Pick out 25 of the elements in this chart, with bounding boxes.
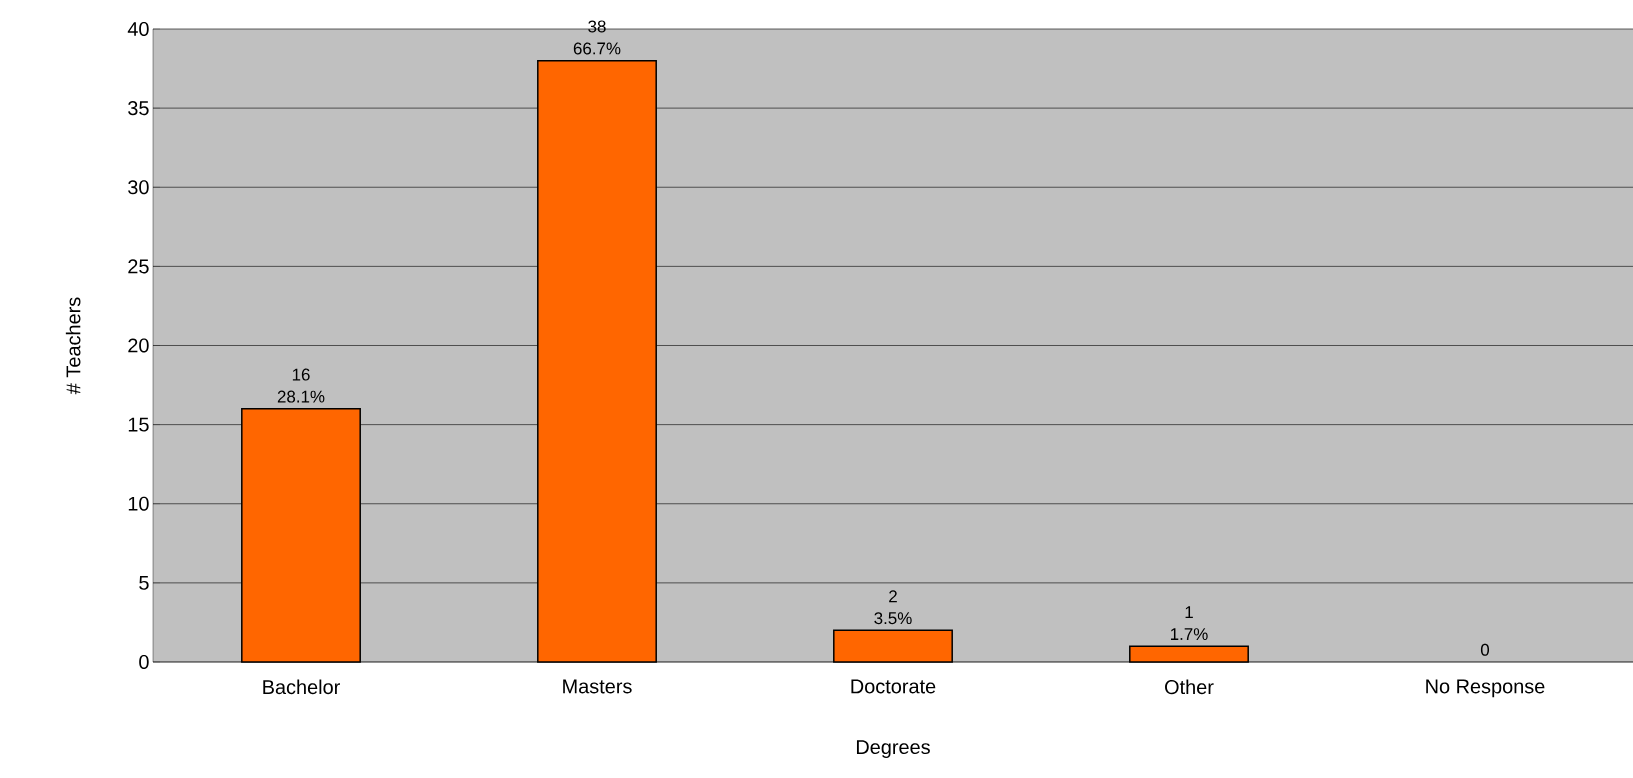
annotation: 28.1%: [277, 390, 325, 403]
data-label: 1: [1185, 606, 1193, 618]
x-tick-label: Other: [1165, 679, 1214, 695]
y-axis-title: # Teachers: [65, 297, 81, 395]
annotation: 1.7%: [1170, 628, 1208, 640]
y-tick-label: 10: [128, 496, 149, 511]
y-tick-label: 30: [128, 180, 149, 195]
y-tick-label: 5: [139, 575, 149, 590]
data-label: 0: [1480, 643, 1490, 656]
x-tick-label: Masters: [563, 679, 632, 694]
y-tick-label: 35: [128, 101, 149, 116]
y-tick-label: 15: [128, 417, 149, 432]
data-label: 38: [588, 20, 606, 33]
y-tick-label: 25: [128, 259, 149, 274]
x-tick-label: Doctorate: [851, 679, 936, 694]
data-label: 16: [292, 368, 310, 381]
x-axis-title: Degrees: [856, 740, 930, 759]
annotation: 3.5%: [874, 612, 912, 625]
y-tick-label: 0: [139, 654, 149, 670]
annotation: 66.7%: [573, 42, 621, 55]
y-tick-label: 20: [128, 338, 149, 353]
x-tick-label: Bachelor: [263, 679, 340, 695]
data-label: 2: [889, 590, 897, 603]
y-tick-label: 40: [127, 21, 149, 37]
x-tick-label: No Response: [1426, 679, 1545, 698]
